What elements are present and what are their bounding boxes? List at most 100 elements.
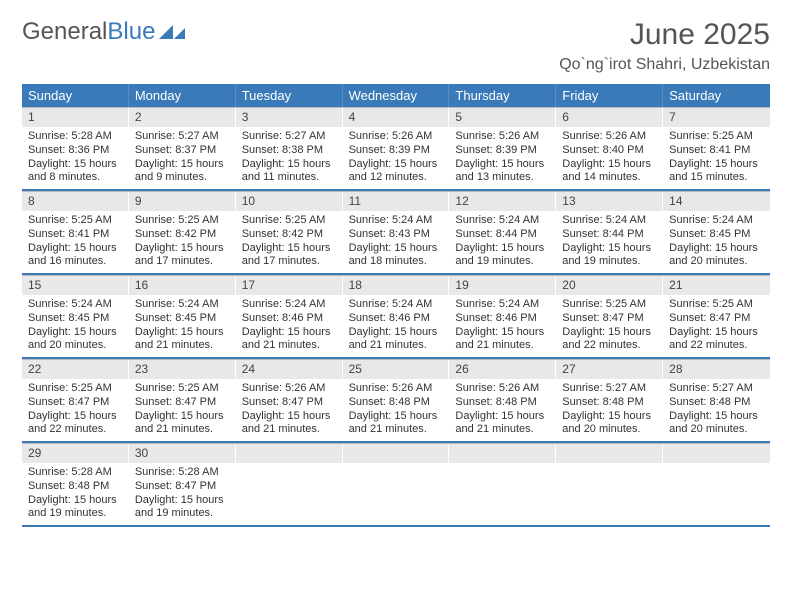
sunset-line: Sunset: 8:39 PM: [349, 144, 444, 158]
sunrise-line: Sunrise: 5:26 AM: [562, 130, 657, 144]
day-content: Sunrise: 5:25 AMSunset: 8:42 PMDaylight:…: [129, 211, 236, 273]
calendar-cell: 11Sunrise: 5:24 AMSunset: 8:43 PMDayligh…: [343, 192, 450, 273]
calendar-cell: 17Sunrise: 5:24 AMSunset: 8:46 PMDayligh…: [236, 276, 343, 357]
daylight-line: Daylight: 15 hours and 21 minutes.: [242, 410, 337, 438]
calendar-cell-empty: .: [236, 444, 343, 525]
day-header-row: SundayMondayTuesdayWednesdayThursdayFrid…: [22, 84, 770, 107]
day-header-cell: Wednesday: [343, 84, 450, 107]
calendar-cell-empty: .: [663, 444, 770, 525]
daylight-line: Daylight: 15 hours and 20 minutes.: [28, 326, 123, 354]
calendar-weeks: 1Sunrise: 5:28 AMSunset: 8:36 PMDaylight…: [22, 107, 770, 527]
day-number: 30: [129, 444, 236, 463]
day-number: 28: [663, 360, 770, 379]
sunset-line: Sunset: 8:41 PM: [669, 144, 764, 158]
day-content: Sunrise: 5:26 AMSunset: 8:48 PMDaylight:…: [449, 379, 556, 441]
sunrise-line: Sunrise: 5:24 AM: [242, 298, 337, 312]
calendar-cell: 24 Sunrise: 5:26 AMSunset: 8:47 PMDayligh…: [236, 360, 343, 441]
day-number: .: [556, 444, 663, 463]
location: Qo`ng`irot Shahri, Uzbekistan: [559, 56, 770, 74]
sunrise-line: Sunrise: 5:25 AM: [669, 298, 764, 312]
logo: GeneralBlue: [22, 18, 185, 46]
day-header-cell: Tuesday: [236, 84, 343, 107]
sunset-line: Sunset: 8:47 PM: [135, 396, 230, 410]
day-content: Sunrise: 5:25 AMSunset: 8:41 PMDaylight:…: [22, 211, 129, 273]
calendar-cell: 12Sunrise: 5:24 AMSunset: 8:44 PMDayligh…: [449, 192, 556, 273]
day-number: 24: [236, 360, 343, 379]
sunset-line: Sunset: 8:47 PM: [242, 396, 337, 410]
calendar-cell: 23Sunrise: 5:25 AMSunset: 8:47 PMDayligh…: [129, 360, 236, 441]
sunset-line: Sunset: 8:48 PM: [669, 396, 764, 410]
daylight-line: Daylight: 15 hours and 21 minutes.: [135, 326, 230, 354]
sunset-line: Sunset: 8:40 PM: [562, 144, 657, 158]
sunset-line: Sunset: 8:39 PM: [455, 144, 550, 158]
day-content: Sunrise: 5:24 AMSunset: 8:46 PMDaylight:…: [449, 295, 556, 357]
day-content: Sunrise: 5:28 AMSunset: 8:47 PMDaylight:…: [129, 463, 236, 525]
day-content: Sunrise: 5:24 AMSunset: 8:45 PMDaylight:…: [663, 211, 770, 273]
day-content: Sunrise: 5:24 AMSunset: 8:44 PMDaylight:…: [449, 211, 556, 273]
calendar-cell-empty: .: [343, 444, 450, 525]
daylight-line: Daylight: 15 hours and 22 minutes.: [562, 326, 657, 354]
day-number: 5: [449, 108, 556, 127]
day-content: Sunrise: 5:24 AMSunset: 8:44 PMDaylight:…: [556, 211, 663, 273]
daylight-line: Daylight: 15 hours and 21 minutes.: [455, 410, 550, 438]
day-number: 1: [22, 108, 129, 127]
day-number: 23: [129, 360, 236, 379]
sunset-line: Sunset: 8:46 PM: [455, 312, 550, 326]
calendar: SundayMondayTuesdayWednesdayThursdayFrid…: [0, 78, 792, 527]
sunrise-line: Sunrise: 5:27 AM: [669, 382, 764, 396]
daylight-line: Daylight: 15 hours and 17 minutes.: [242, 242, 337, 270]
day-content: Sunrise: 5:24 AMSunset: 8:43 PMDaylight:…: [343, 211, 450, 273]
sunset-line: Sunset: 8:45 PM: [28, 312, 123, 326]
title-block: June 2025 Qo`ng`irot Shahri, Uzbekistan: [559, 18, 770, 74]
week-row: 8Sunrise: 5:25 AMSunset: 8:41 PMDaylight…: [22, 191, 770, 275]
day-content: Sunrise: 5:27 AMSunset: 8:37 PMDaylight:…: [129, 127, 236, 189]
day-header-cell: Sunday: [22, 84, 129, 107]
day-content: Sunrise: 5:26 AMSunset: 8:40 PMDaylight:…: [556, 127, 663, 189]
calendar-cell: 13Sunrise: 5:24 AMSunset: 8:44 PMDayligh…: [556, 192, 663, 273]
day-content: Sunrise: 5:27 AMSunset: 8:48 PMDaylight:…: [556, 379, 663, 441]
daylight-line: Daylight: 15 hours and 8 minutes.: [28, 158, 123, 186]
week-row: 29Sunrise: 5:28 AMSunset: 8:48 PMDayligh…: [22, 443, 770, 527]
calendar-cell: 10Sunrise: 5:25 AMSunset: 8:42 PMDayligh…: [236, 192, 343, 273]
day-number: 15: [22, 276, 129, 295]
sunset-line: Sunset: 8:42 PM: [242, 228, 337, 242]
day-content: Sunrise: 5:25 AMSunset: 8:47 PMDaylight:…: [663, 295, 770, 357]
week-row: 22Sunrise: 5:25 AMSunset: 8:47 PMDayligh…: [22, 359, 770, 443]
day-number: 14: [663, 192, 770, 211]
calendar-cell: 9Sunrise: 5:25 AMSunset: 8:42 PMDaylight…: [129, 192, 236, 273]
calendar-cell: 19Sunrise: 5:24 AMSunset: 8:46 PMDayligh…: [449, 276, 556, 357]
daylight-line: Daylight: 15 hours and 21 minutes.: [242, 326, 337, 354]
day-content: Sunrise: 5:25 AMSunset: 8:42 PMDaylight:…: [236, 211, 343, 273]
header: GeneralBlue June 2025 Qo`ng`irot Shahri,…: [0, 0, 792, 78]
day-content: Sunrise: 5:27 AMSunset: 8:48 PMDaylight:…: [663, 379, 770, 441]
month-title: June 2025: [559, 18, 770, 52]
day-number: 11: [343, 192, 450, 211]
sunrise-line: Sunrise: 5:26 AM: [349, 382, 444, 396]
day-number: 19: [449, 276, 556, 295]
sunrise-line: Sunrise: 5:26 AM: [455, 130, 550, 144]
day-number: 22: [22, 360, 129, 379]
day-number: 9: [129, 192, 236, 211]
day-number: .: [449, 444, 556, 463]
daylight-line: Daylight: 15 hours and 20 minutes.: [669, 410, 764, 438]
sunset-line: Sunset: 8:37 PM: [135, 144, 230, 158]
sunrise-line: Sunrise: 5:26 AM: [242, 382, 337, 396]
sunset-line: Sunset: 8:43 PM: [349, 228, 444, 242]
sunrise-line: Sunrise: 5:24 AM: [135, 298, 230, 312]
sunrise-line: Sunrise: 5:24 AM: [669, 214, 764, 228]
sunset-line: Sunset: 8:38 PM: [242, 144, 337, 158]
logo-text: GeneralBlue: [22, 18, 155, 46]
sunrise-line: Sunrise: 5:24 AM: [562, 214, 657, 228]
sunrise-line: Sunrise: 5:25 AM: [242, 214, 337, 228]
day-content: Sunrise: 5:26 AMSunset: 8:39 PMDaylight:…: [343, 127, 450, 189]
sunrise-line: Sunrise: 5:27 AM: [135, 130, 230, 144]
calendar-cell: 27Sunrise: 5:27 AMSunset: 8:48 PMDayligh…: [556, 360, 663, 441]
day-number: .: [663, 444, 770, 463]
day-number: 4: [343, 108, 450, 127]
sunrise-line: Sunrise: 5:25 AM: [135, 214, 230, 228]
day-number: 6: [556, 108, 663, 127]
daylight-line: Daylight: 15 hours and 18 minutes.: [349, 242, 444, 270]
calendar-cell: 29Sunrise: 5:28 AMSunset: 8:48 PMDayligh…: [22, 444, 129, 525]
sunrise-line: Sunrise: 5:28 AM: [28, 466, 123, 480]
day-number: 27: [556, 360, 663, 379]
